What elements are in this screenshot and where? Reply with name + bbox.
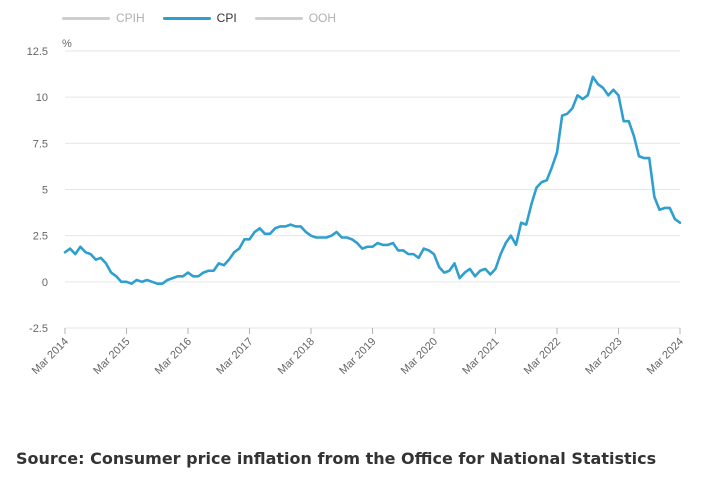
legend-swatch-cpih — [62, 16, 110, 20]
y-tick-label: 7.5 — [33, 138, 48, 150]
cpi-series-line — [63, 75, 682, 285]
y-tick-label: 2.5 — [33, 231, 48, 243]
chart-legend: CPIH CPI OOH — [62, 8, 354, 28]
x-tick-label: Mar 2014 — [30, 336, 71, 377]
x-tick-label: Mar 2017 — [214, 336, 255, 377]
x-tick-label: Mar 2023 — [583, 336, 624, 377]
line-chart: -2.5 0 2.5 5 7.5 10 12.5% Mar 2014 Mar 2015 Mar 2… — [27, 38, 687, 377]
legend-item-cpih[interactable]: CPIH — [62, 11, 145, 25]
y-unit-label: % — [62, 38, 72, 50]
legend-item-ooh[interactable]: OOH — [254, 11, 337, 25]
x-tick-label: Mar 2022 — [522, 336, 563, 377]
source-note: Source: Consumer price inflation from th… — [16, 449, 657, 468]
y-tick-label: 0 — [42, 277, 48, 289]
legend-label-ooh: OOH — [308, 11, 337, 25]
y-tick-label: 10 — [36, 92, 48, 104]
x-tick-label: Mar 2015 — [91, 336, 132, 377]
legend-swatch-ooh — [254, 16, 303, 20]
y-tick-label: 5 — [42, 185, 48, 197]
x-tick-label: Mar 2024 — [645, 336, 686, 377]
x-tick-label: Mar 2020 — [399, 336, 440, 377]
x-tick-label: Mar 2021 — [460, 336, 501, 377]
x-tick-label: Mar 2018 — [276, 336, 317, 377]
y-tick-label: 12.5 — [27, 46, 48, 58]
legend-label-cpih: CPIH — [116, 11, 145, 25]
x-tick-label: Mar 2019 — [337, 336, 378, 377]
legend-swatch-cpi — [162, 16, 211, 20]
y-tick-label: -2.5 — [29, 323, 48, 335]
x-tick-label: Mar 2016 — [153, 336, 194, 377]
legend-label-cpi: CPI — [216, 11, 237, 25]
legend-item-cpi[interactable]: CPI — [162, 11, 237, 25]
